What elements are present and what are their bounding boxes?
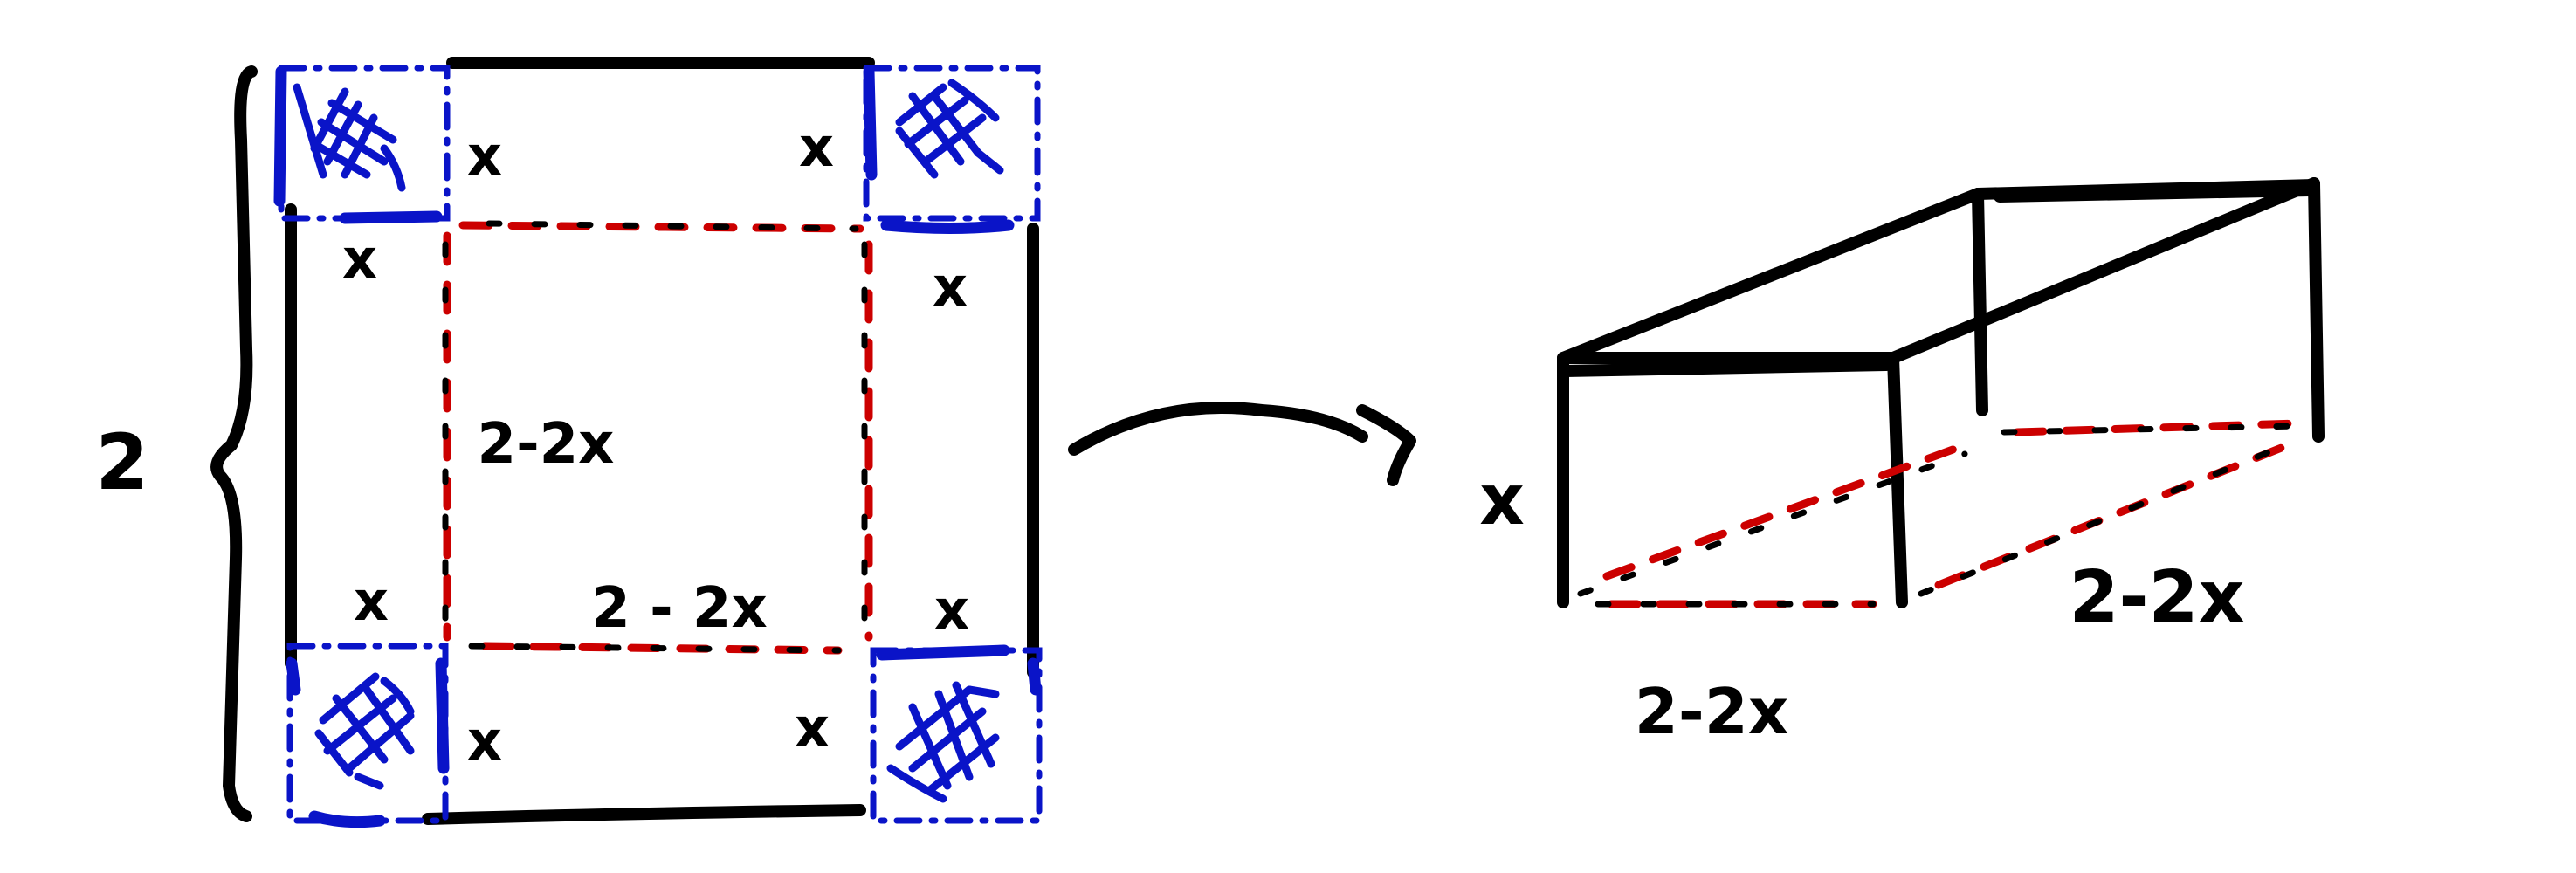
corner-label-br-top: x	[934, 578, 969, 642]
flat-sheet: 2 x x x x x x x x 2-2x 2 - 2x	[95, 57, 1043, 828]
transform-arrow	[1068, 402, 1416, 486]
cut-square-outlines	[273, 65, 1043, 828]
inner-height-label: 2-2x	[478, 412, 615, 477]
sheet-outline	[285, 57, 1039, 825]
open-box: x 2-2x 2-2x	[1479, 177, 2325, 748]
corner-label-tl-right: x	[467, 124, 502, 188]
inner-width-label: 2 - 2x	[591, 576, 767, 641]
box-front-face	[1557, 352, 1908, 608]
corner-label-br-left: x	[795, 696, 830, 760]
box-height-label: x	[1479, 459, 1525, 540]
corner-label-tl-bottom: x	[342, 227, 377, 291]
box-width-label: 2-2x	[2069, 556, 2244, 639]
box-depth-label: 2-2x	[1635, 675, 1789, 748]
corner-label-bl-right: x	[467, 709, 502, 773]
side-brace	[210, 65, 258, 822]
sheet-side-label: 2	[95, 417, 148, 507]
corner-label-tr-bottom: x	[933, 255, 968, 319]
fold-lines	[442, 220, 873, 655]
corner-label-tr-left: x	[799, 115, 834, 179]
corner-label-bl-top: x	[354, 569, 389, 633]
cut-square-hatching	[293, 79, 1004, 803]
